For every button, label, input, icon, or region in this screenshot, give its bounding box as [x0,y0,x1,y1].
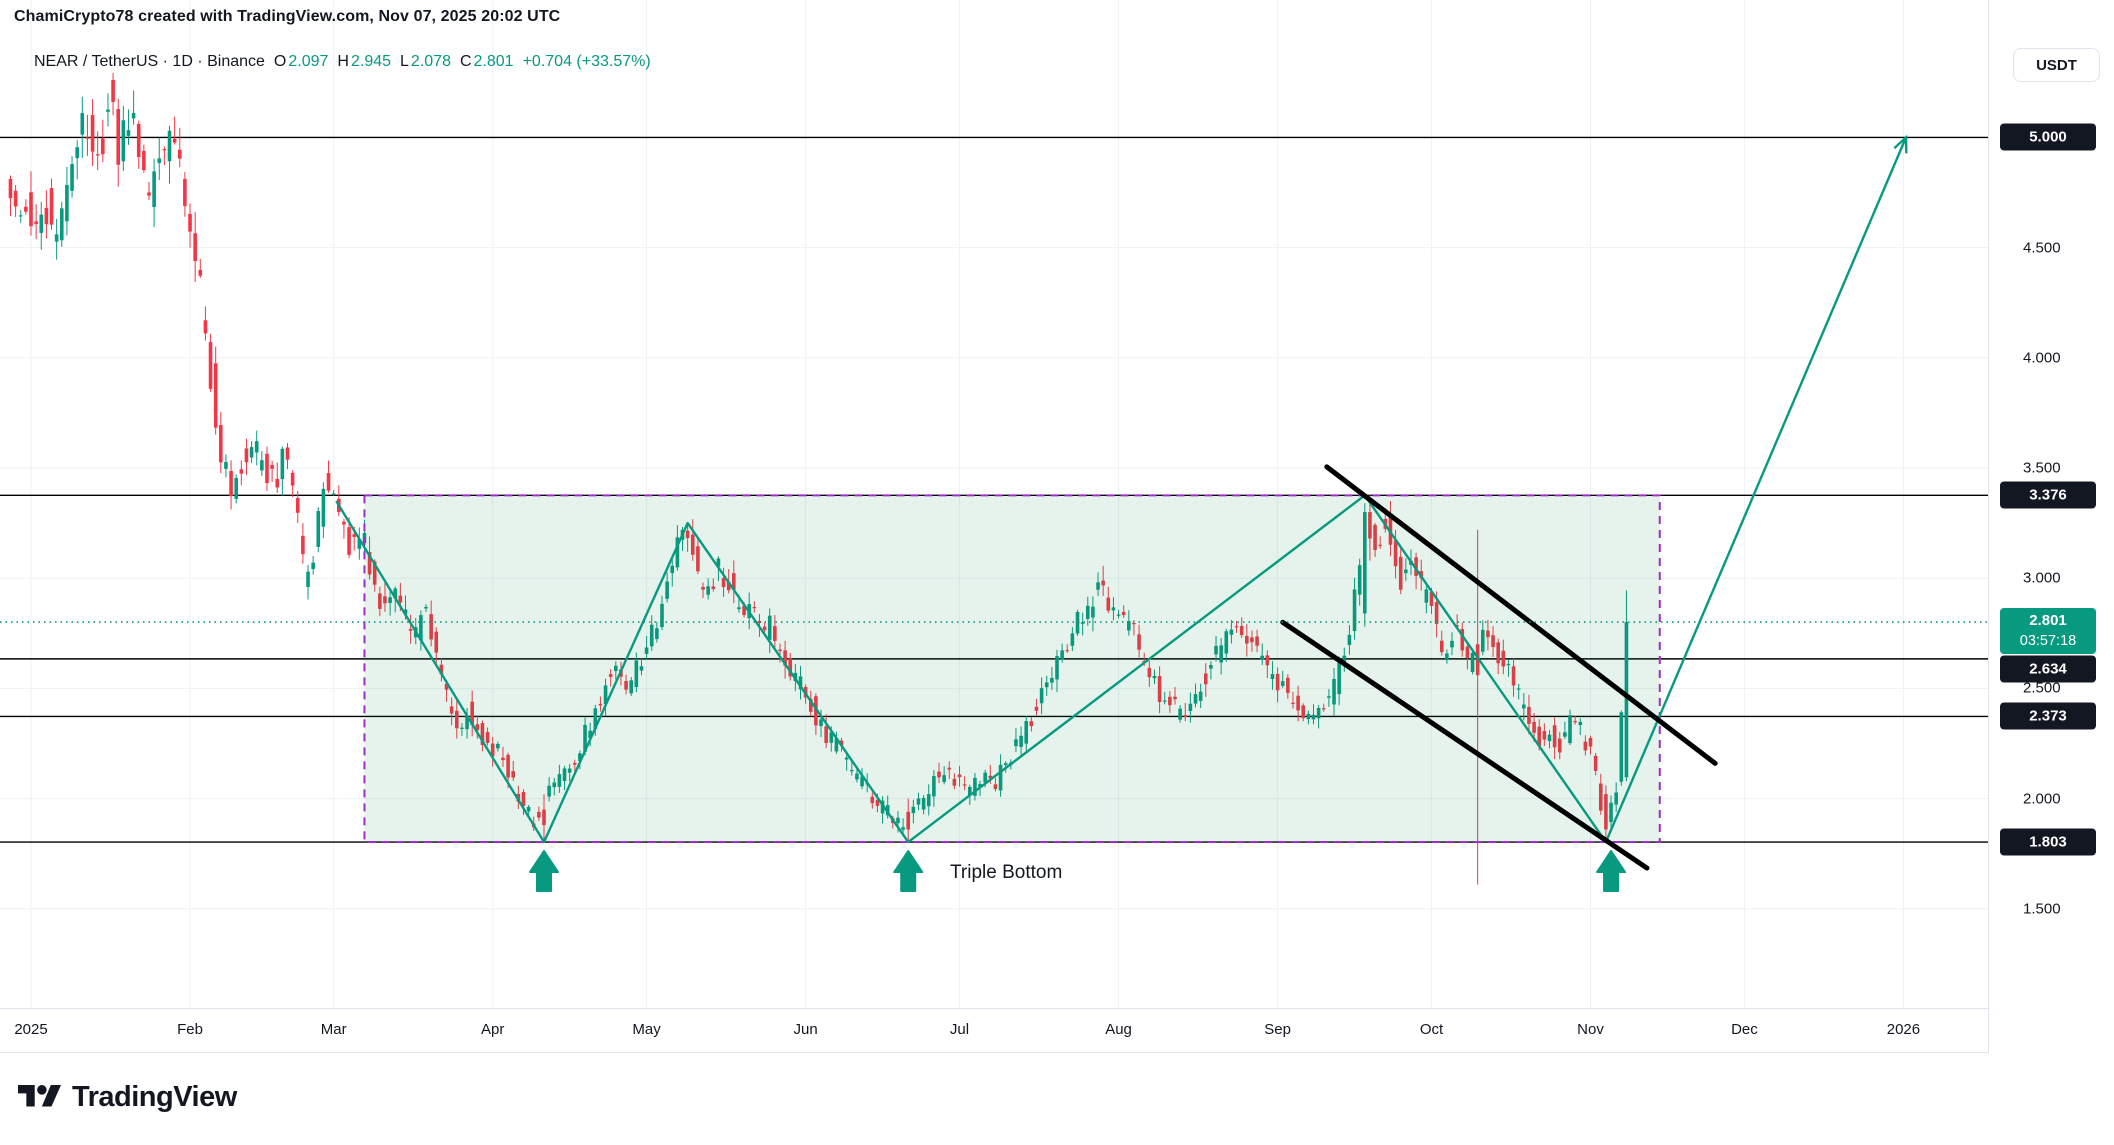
price-line-label-2.634: 2.634 [2000,655,2096,683]
time-label-2025: 2025 [14,1021,48,1038]
price-tick-2.500: 2.500 [2023,679,2061,697]
price-line-label-1.803: 1.803 [2000,828,2096,856]
time-label-Apr: Apr [481,1021,505,1038]
price-tick-3.000: 3.000 [2023,569,2061,587]
ohlc-close: C 2.801 [459,53,514,70]
time-label-2026: 2026 [1886,1021,1921,1038]
up-arrow-icon[interactable] [1596,850,1627,893]
current-price-label: 2.801 03:57:18 [2000,608,2096,655]
pattern-zone-layer [363,494,1661,844]
time-label-Aug: Aug [1105,1021,1132,1038]
symbol-title[interactable]: NEAR / TetherUS · 1D · Binance [34,53,265,70]
price-change: +0.704 (+33.57%) [522,53,651,70]
time-label-May: May [632,1021,661,1038]
price-tick-2.000: 2.000 [2023,790,2061,808]
time-label-Mar: Mar [320,1021,347,1038]
price-line-label-3.376: 3.376 [2000,481,2096,509]
tradingview-logo[interactable]: TradingView [18,1080,237,1114]
tradingview-logo-text: TradingView [72,1080,237,1113]
ohlc-open: O 2.097 [273,53,329,70]
ohlc-low: L 2.078 [400,53,451,70]
time-label-Dec: Dec [1731,1021,1758,1038]
triple-bottom-label[interactable]: Triple Bottom [950,862,1063,883]
price-tick-4.500: 4.500 [2023,239,2061,257]
time-label-Jul: Jul [949,1021,970,1038]
arrow-markers-layer [529,850,1627,893]
drawings-layer [335,134,1908,871]
trendline-upper-channel[interactable] [1324,464,1718,766]
currency-unit-button[interactable]: USDT [2013,48,2100,82]
time-label-Oct: Oct [1419,1021,1444,1038]
triple-bottom-zone[interactable] [363,494,1661,844]
trendline-lower-channel[interactable] [1280,619,1650,871]
up-arrow-icon[interactable] [893,850,924,893]
price-tick-4.000: 4.000 [2023,349,2061,367]
projection-arrowhead [1893,134,1908,154]
price-axis[interactable]: 4.500 4.000 3.500 3.000 2.500 2.000 1.500 5.000… [1988,0,2114,1053]
price-chart[interactable] [0,0,1988,1008]
price-line-label-2.373: 2.373 [2000,702,2096,730]
projection-arrow-line[interactable] [1604,136,1908,843]
ohlc-high: H 2.945 [337,53,392,70]
time-label-Nov: Nov [1577,1021,1604,1038]
bar-countdown: 03:57:18 [2019,633,2077,650]
tradingview-logo-icon [18,1085,61,1107]
time-label-Feb: Feb [177,1021,203,1038]
price-tick-1.500: 1.500 [2023,900,2061,918]
attribution-text: ChamiCrypto78 created with TradingView.c… [14,8,561,25]
price-line-label-5.000: 5.000 [2000,123,2096,151]
up-arrow-icon[interactable] [529,850,559,893]
zigzag-line[interactable] [335,494,1607,844]
price-tick-3.500: 3.500 [2023,459,2061,477]
time-axis[interactable]: 2025 Feb Mar Apr May Jun Jul Aug Sep Oct Nov Dec 202… [0,1008,1988,1053]
current-price-value: 2.801 [2029,612,2067,630]
time-label-Sep: Sep [1264,1021,1291,1038]
time-label-Jun: Jun [793,1021,818,1038]
